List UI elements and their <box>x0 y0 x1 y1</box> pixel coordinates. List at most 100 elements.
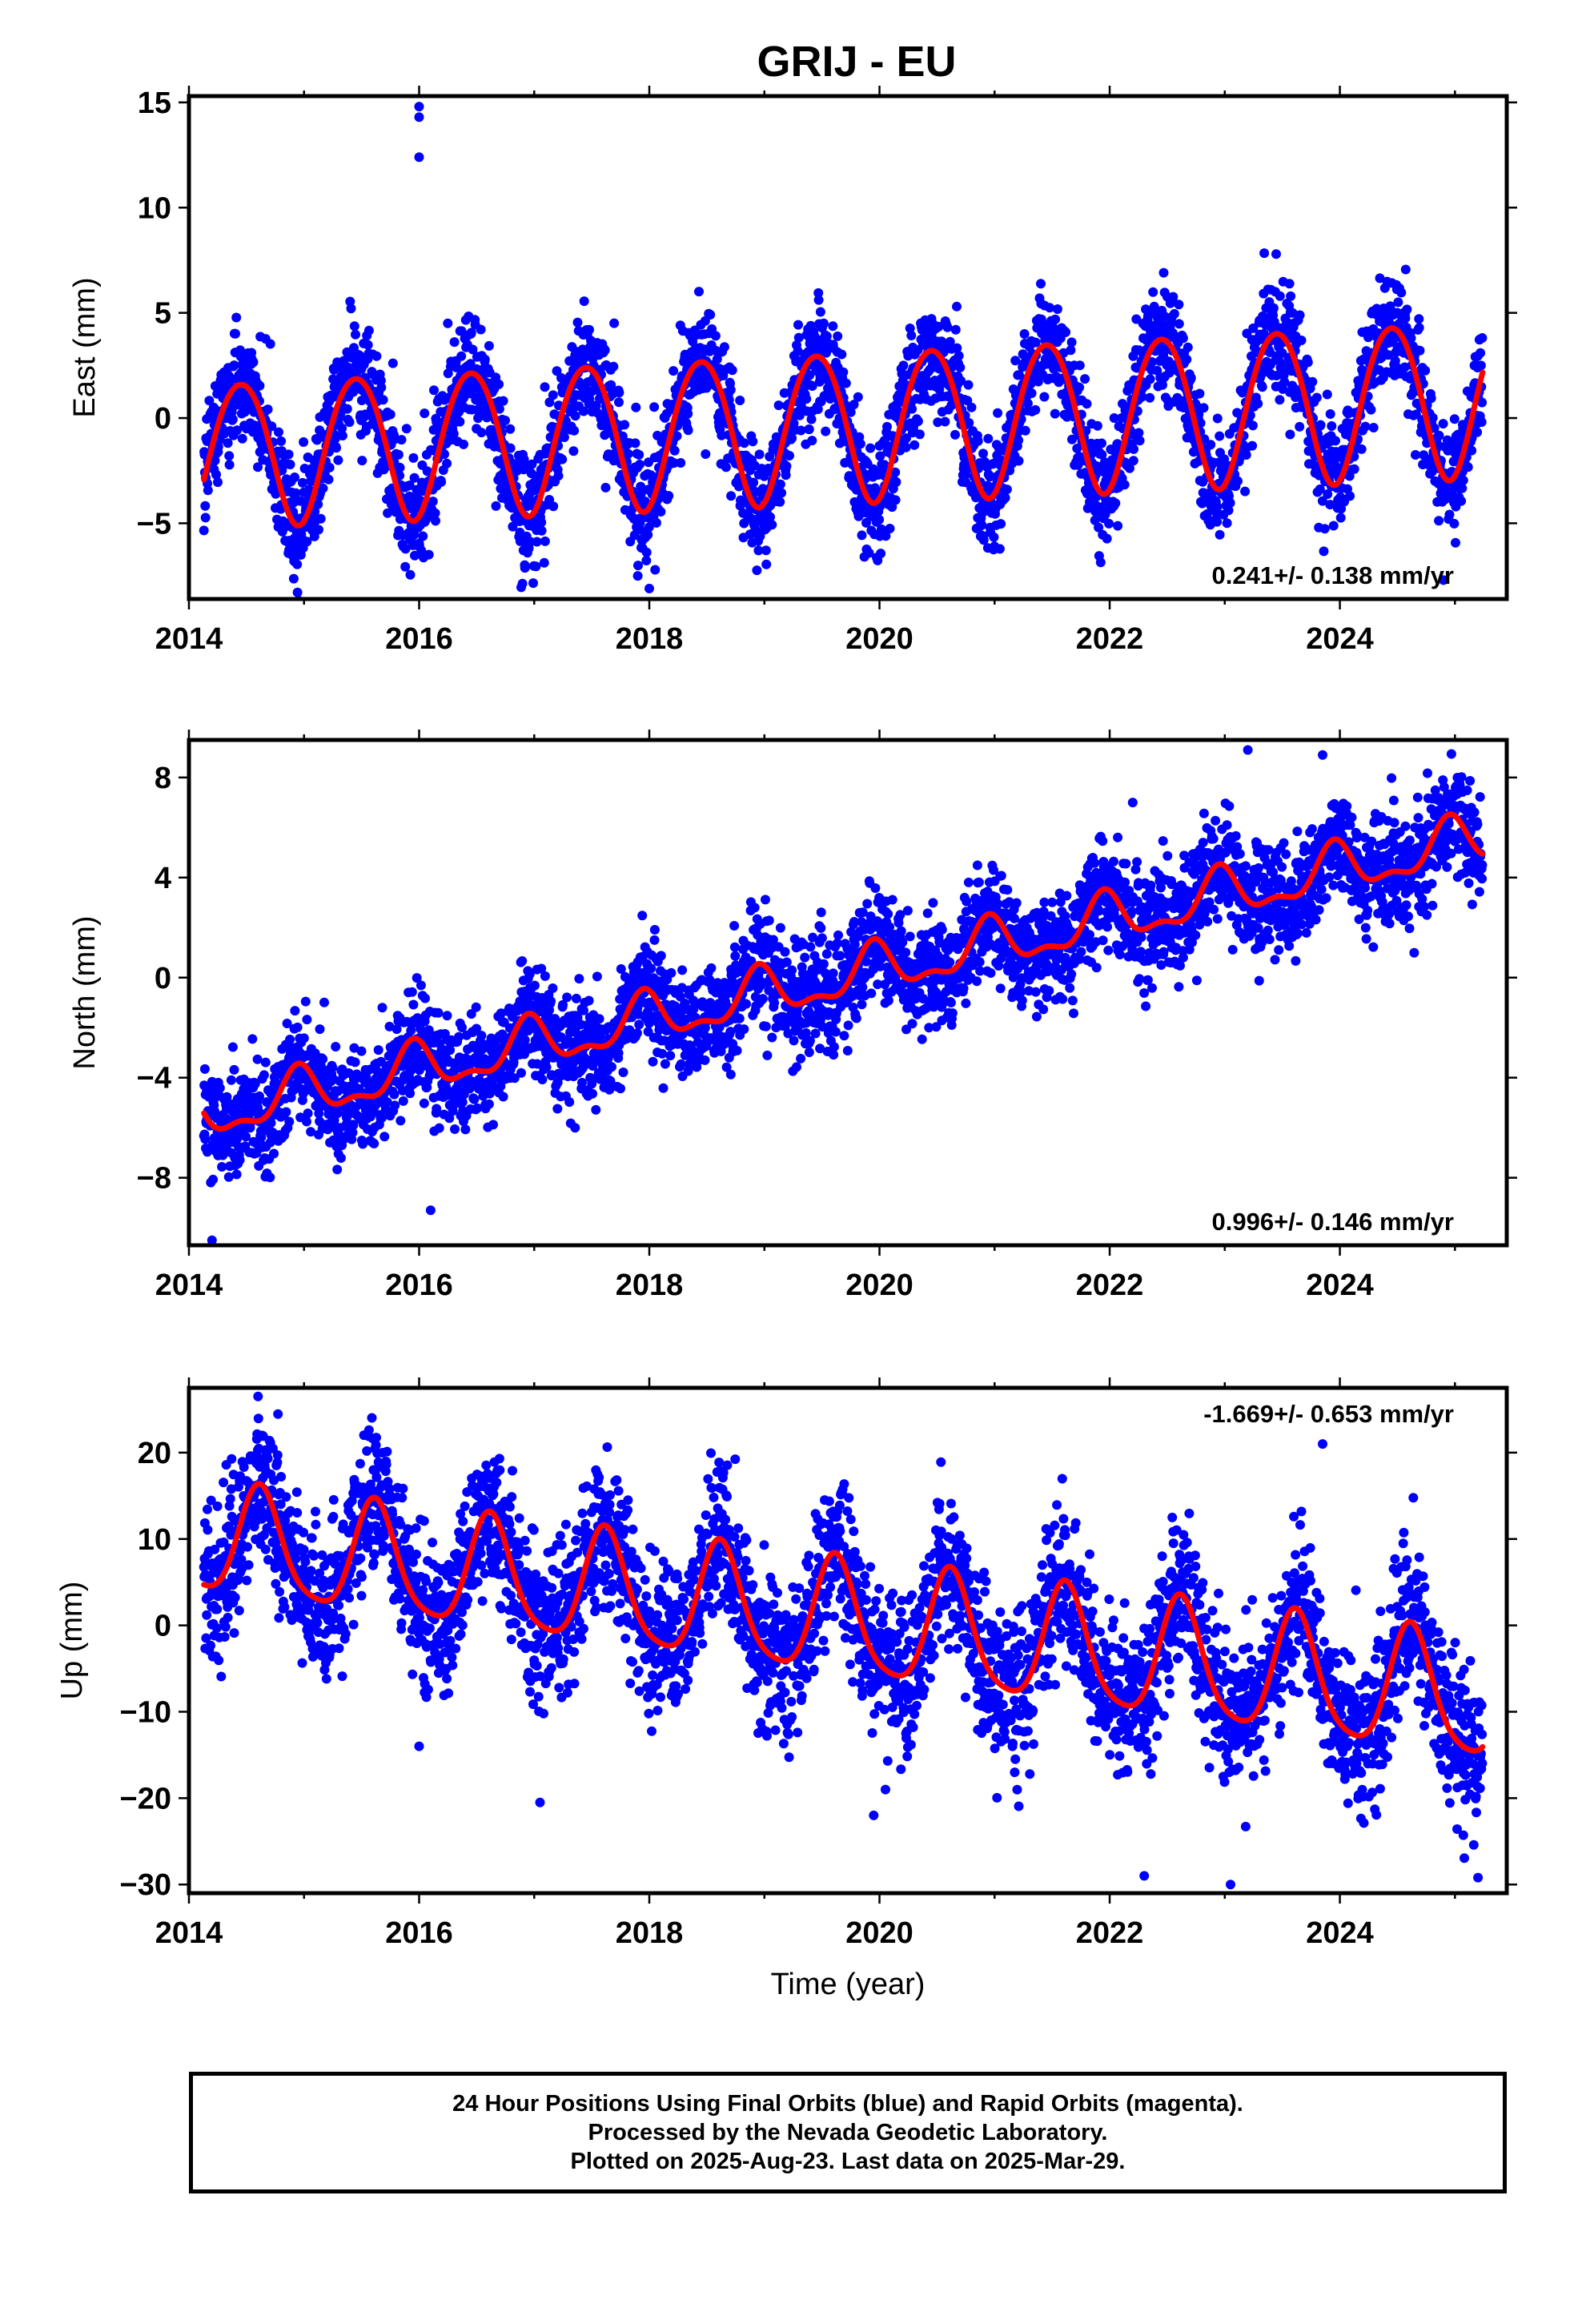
data-point <box>1275 291 1285 301</box>
data-point <box>773 400 784 411</box>
data-point <box>331 1042 341 1051</box>
data-point <box>1134 436 1145 446</box>
data-point <box>1414 323 1424 333</box>
data-point <box>806 414 817 424</box>
data-point <box>1295 310 1305 320</box>
data-point <box>600 482 611 493</box>
data-point <box>396 1116 406 1126</box>
y-tick-label: 0 <box>155 402 171 436</box>
data-point <box>552 1104 563 1114</box>
data-point <box>520 1035 530 1045</box>
data-point <box>247 1034 258 1044</box>
data-point <box>310 506 320 517</box>
data-point <box>401 424 412 434</box>
data-point <box>299 1033 309 1043</box>
data-point <box>717 430 727 440</box>
data-point <box>630 438 640 448</box>
data-point <box>265 339 275 349</box>
data-point <box>527 459 537 469</box>
y-axis-label: East (mm) <box>68 277 102 417</box>
data-point <box>351 329 360 340</box>
data-point <box>620 420 630 430</box>
data-point <box>882 421 892 432</box>
data-point <box>996 519 1006 529</box>
data-point <box>1129 444 1139 454</box>
data-point <box>1033 376 1043 387</box>
data-point <box>235 1155 245 1165</box>
data-point <box>231 328 240 339</box>
data-point <box>229 360 239 371</box>
data-point <box>557 454 568 464</box>
data-point <box>1119 480 1130 490</box>
data-point <box>1434 430 1444 440</box>
data-point <box>1182 354 1192 364</box>
data-point <box>807 436 817 446</box>
data-point <box>950 429 960 440</box>
data-point <box>569 425 580 436</box>
data-point <box>644 522 654 533</box>
data-point <box>1072 444 1082 453</box>
data-point <box>1458 475 1468 485</box>
data-point <box>807 381 817 391</box>
data-point <box>324 462 335 472</box>
data-point <box>371 351 382 361</box>
data-point <box>1178 333 1188 344</box>
data-point <box>1311 392 1322 403</box>
data-point <box>455 416 465 427</box>
data-point <box>255 380 265 391</box>
data-point <box>1240 486 1251 497</box>
data-point <box>1438 419 1448 429</box>
data-point <box>548 390 558 400</box>
data-point <box>1050 314 1061 324</box>
data-point <box>1444 509 1455 520</box>
data-point-outlier <box>414 152 424 163</box>
data-point <box>389 1089 400 1100</box>
data-point <box>735 396 745 405</box>
data-point <box>913 416 923 426</box>
data-point <box>505 424 516 434</box>
data-point <box>978 535 989 545</box>
rate-label: 0.241+/- 0.138 mm/yr <box>1212 561 1454 589</box>
data-point <box>520 563 530 573</box>
data-point <box>377 1112 387 1123</box>
data-point <box>1030 404 1041 415</box>
data-point <box>562 992 572 1003</box>
data-point <box>281 1107 291 1117</box>
data-point <box>440 449 449 460</box>
data-point <box>1415 345 1425 356</box>
data-point <box>813 404 823 414</box>
data-point <box>540 971 550 981</box>
data-point <box>215 1083 225 1093</box>
data-points <box>199 102 1488 599</box>
data-point <box>274 427 283 437</box>
data-point <box>346 304 356 314</box>
data-point <box>1195 388 1205 399</box>
data-point <box>1400 313 1411 324</box>
data-point <box>933 417 943 428</box>
data-point <box>874 514 885 525</box>
data-point <box>468 344 478 355</box>
data-point <box>460 1124 471 1135</box>
data-point <box>571 993 581 1003</box>
data-point <box>631 402 641 412</box>
data-point <box>1328 521 1339 531</box>
data-point <box>1110 498 1121 509</box>
data-point <box>614 397 624 408</box>
data-point <box>841 378 851 388</box>
data-point <box>726 491 737 501</box>
data-point <box>344 417 355 428</box>
data-point <box>966 402 977 412</box>
data-point <box>813 287 824 298</box>
data-point <box>754 449 765 460</box>
data-point <box>837 349 847 360</box>
data-point <box>436 476 447 487</box>
data-point <box>337 431 347 440</box>
plot-area <box>199 102 1488 599</box>
data-point <box>614 388 624 398</box>
data-point <box>323 474 334 485</box>
data-point <box>584 394 595 404</box>
data-point <box>1303 357 1313 368</box>
data-point <box>865 443 876 453</box>
data-point <box>484 1099 494 1109</box>
data-point <box>606 380 616 390</box>
